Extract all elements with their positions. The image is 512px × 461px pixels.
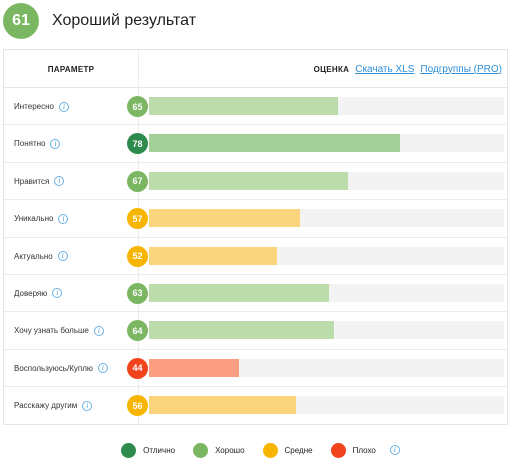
param-label-text: Интересно [14,102,54,111]
score-row: Хочу узнать больше i 64 [4,312,507,350]
param-label-text: Воспользуюсь/Куплю [14,363,93,373]
param-label: Расскажу другим i [14,387,93,424]
score-bar-track [149,358,504,377]
score-bar-fill [149,134,400,153]
scores-table: ПАРАМЕТР ОЦЕНКА Скачать XLS Подгруппы (P… [3,49,508,425]
param-column-header: ПАРАМЕТР [47,64,95,74]
info-icon[interactable]: i [52,288,63,299]
param-label-text: Нравится [14,176,50,186]
legend-item: Средне [262,442,313,458]
info-icon[interactable]: i [57,251,68,262]
info-icon[interactable]: i [58,101,69,112]
param-label-text: Доверяю [14,288,48,298]
score-rows: Интересно i 65 Понятно i 78 Нравится i 67 Уникаль… [4,88,507,425]
param-label: Хочу узнать больше i [14,312,104,349]
legend-label: Хорошо [215,445,245,455]
legend-label: Средне [284,445,313,455]
table-header: ПАРАМЕТР ОЦЕНКА Скачать XLS Подгруппы (P… [4,50,507,88]
score-bar-fill [149,321,334,340]
score-bar-fill [149,209,301,228]
info-icon[interactable]: i [54,176,65,187]
score-row: Расскажу другим i 56 [4,387,507,424]
score-bar-fill [149,283,329,302]
param-label-text: Расскажу другим [14,401,78,411]
param-label: Понятно i [14,125,61,162]
legend-color-dot [121,442,137,458]
score-bar-track [149,283,504,302]
legend-color-dot [330,442,346,458]
info-icon[interactable]: i [50,138,61,149]
info-icon[interactable]: i [93,325,104,336]
info-icon[interactable]: i [97,363,108,374]
table-actions: ОЦЕНКА Скачать XLS Подгруппы (PRO) [314,50,502,88]
param-label: Доверяю i [14,275,63,312]
score-bar-track [149,209,504,228]
score-bar-track [149,171,504,190]
score-bar-fill [149,358,239,377]
legend-item: Плохо [330,442,376,458]
legend-info-icon[interactable]: i [389,445,400,455]
param-label: Интересно i [14,88,69,125]
score-badge: 67 [127,170,148,192]
score-bar-fill [149,396,296,415]
score-badge: 65 [127,96,148,117]
param-label-text: Актуально [14,251,53,261]
param-label: Нравится i [14,163,65,200]
score-bar-fill [149,171,348,190]
result-header: 61 Хороший результат [3,2,403,40]
score-row: Воспользуюсь/Куплю i 44 [4,350,507,388]
param-label: Уникально i [14,200,69,237]
score-row: Уникально i 57 [4,200,507,238]
legend-color-dot [193,442,209,458]
score-badge: 78 [127,133,148,155]
score-bar-track [149,321,504,340]
param-label: Воспользуюсь/Куплю i [14,350,108,387]
score-row: Нравится i 67 [4,163,507,201]
score-bar-track [149,134,504,153]
legend: Отлично Хорошо Средне Плохо i [0,440,512,460]
score-bar-fill [149,97,339,115]
param-label-text: Хочу узнать больше [14,326,89,336]
score-badge: 56 [127,395,148,417]
score-row: Интересно i 65 [4,88,507,126]
score-row: Актуально i 52 [4,238,507,275]
legend-item: Хорошо [193,442,245,458]
score-badge: 44 [127,357,148,379]
score-row: Доверяю i 63 [4,275,507,313]
legend-color-dot [262,442,278,458]
score-badge: 52 [127,245,148,267]
legend-label: Плохо [352,445,376,455]
overall-score-badge: 61 [3,3,39,39]
param-label-text: Понятно [14,139,46,149]
score-bar-track [149,246,504,265]
subgroups-pro-link[interactable]: Подгруппы (PRO) [420,63,502,75]
legend-label: Отлично [143,445,176,455]
result-title: Хороший результат [52,12,197,29]
param-label-text: Уникально [14,214,54,224]
legend-item: Отлично [121,442,176,458]
score-badge: 64 [127,320,148,342]
score-column-header: ОЦЕНКА [313,64,350,74]
score-bar-fill [149,246,277,265]
download-xls-link[interactable]: Скачать XLS [355,63,415,75]
score-bar-track [149,97,504,115]
param-label: Актуально i [14,238,68,275]
info-icon[interactable]: i [82,400,93,411]
score-row: Понятно i 78 [4,125,507,163]
info-icon[interactable]: i [58,213,69,224]
score-badge: 63 [127,282,148,304]
score-bar-track [149,396,504,415]
score-badge: 57 [127,208,148,230]
